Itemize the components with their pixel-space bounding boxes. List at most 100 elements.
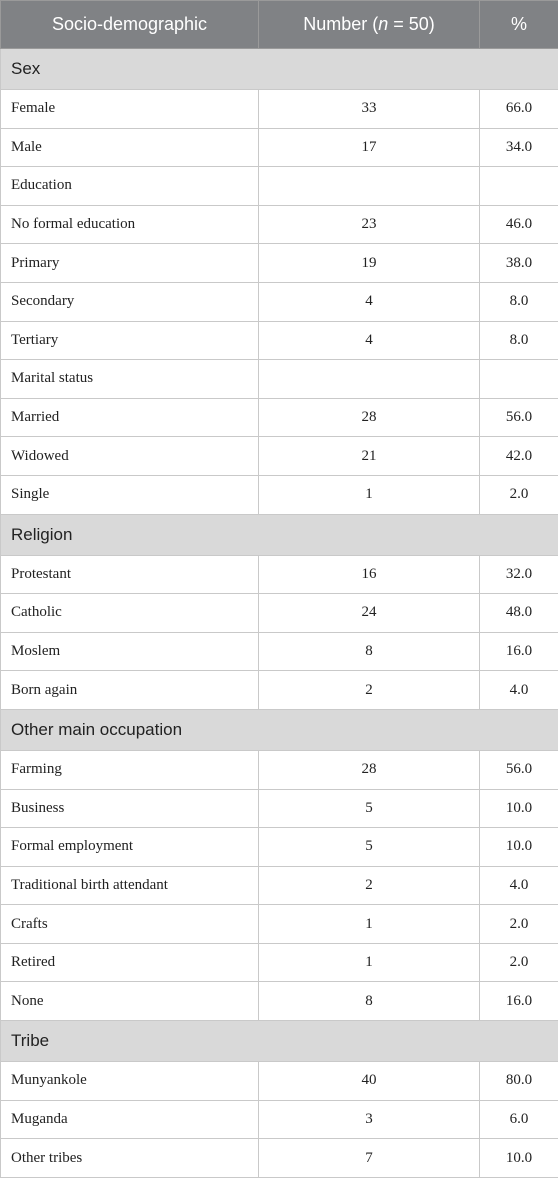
- row-percent: 34.0: [479, 127, 558, 168]
- row-number: 7: [258, 1138, 480, 1178]
- table-row: Marital status: [0, 359, 558, 399]
- row-number: 5: [258, 827, 480, 867]
- section-label: Sex: [0, 48, 558, 90]
- row-label: Married: [0, 397, 259, 438]
- table-row: Male 17 34.0: [0, 127, 558, 168]
- row-number: 1: [258, 942, 480, 983]
- row-label: Secondary: [0, 281, 259, 322]
- row-number: 2: [258, 670, 480, 710]
- table-row: No formal education 23 46.0: [0, 204, 558, 245]
- row-percent: 10.0: [479, 788, 558, 829]
- table-row: Protestant 16 32.0: [0, 554, 558, 595]
- row-label: Business: [0, 788, 259, 829]
- section-label: Other main occupation: [0, 708, 558, 751]
- row-number: 5: [258, 788, 480, 829]
- table-row: None 8 16.0: [0, 981, 558, 1022]
- section-label: Religion: [0, 513, 558, 556]
- table-row: Moslem 8 16.0: [0, 631, 558, 672]
- row-percent: 56.0: [479, 397, 558, 438]
- row-percent: 48.0: [479, 593, 558, 633]
- row-percent: 66.0: [479, 89, 558, 129]
- row-number: 23: [258, 204, 480, 245]
- row-label: Catholic: [0, 593, 259, 633]
- table-row: Single 1 2.0: [0, 474, 558, 515]
- table-row: Traditional birth attendant 2 4.0: [0, 865, 558, 906]
- row-number: 1: [258, 474, 480, 515]
- row-label: Single: [0, 474, 259, 515]
- section-header-row: Sex: [0, 48, 558, 90]
- row-percent: 10.0: [479, 1138, 558, 1178]
- row-label: Primary: [0, 243, 259, 283]
- header-socio-demographic: Socio-demographic: [0, 0, 259, 49]
- table-row: Formal employment 5 10.0: [0, 827, 558, 867]
- row-percent: 80.0: [479, 1061, 558, 1101]
- row-percent: 2.0: [479, 942, 558, 983]
- row-label: Female: [0, 89, 259, 129]
- row-label: Marital status: [0, 359, 259, 399]
- section-header-row: Other main occupation: [0, 708, 558, 751]
- row-number: 21: [258, 436, 480, 476]
- table-header-row: Socio-demographic Number (n = 50) %: [0, 0, 558, 49]
- row-label: None: [0, 981, 259, 1022]
- row-label: No formal education: [0, 204, 259, 245]
- header-number-prefix: Number (: [303, 14, 379, 34]
- row-percent: 10.0: [479, 827, 558, 867]
- row-percent: 8.0: [479, 320, 558, 361]
- table-row: Crafts 1 2.0: [0, 904, 558, 944]
- section-header-row: Religion: [0, 513, 558, 556]
- header-number-suffix: = 50): [388, 14, 435, 34]
- table-row: Business 5 10.0: [0, 788, 558, 829]
- section-header-row: Tribe: [0, 1020, 558, 1063]
- row-number: 8: [258, 631, 480, 672]
- table-row: Secondary 4 8.0: [0, 281, 558, 322]
- row-percent: 38.0: [479, 243, 558, 283]
- table-row: Muganda 3 6.0: [0, 1099, 558, 1140]
- row-number: [258, 359, 480, 399]
- header-number-n: n: [378, 14, 389, 34]
- table-row: Education: [0, 166, 558, 206]
- table-row: Retired 1 2.0: [0, 942, 558, 983]
- row-number: 2: [258, 865, 480, 906]
- table-row: Farming 28 56.0: [0, 749, 558, 790]
- row-label: Traditional birth attendant: [0, 865, 259, 906]
- row-label: Education: [0, 166, 259, 206]
- row-percent: 8.0: [479, 281, 558, 322]
- header-number: Number (n = 50): [258, 0, 480, 49]
- row-label: Widowed: [0, 436, 259, 476]
- row-number: 4: [258, 281, 480, 322]
- row-number: 1: [258, 904, 480, 944]
- header-percent: %: [479, 0, 558, 49]
- row-number: 33: [258, 89, 480, 129]
- row-number: 4: [258, 320, 480, 361]
- row-label: Moslem: [0, 631, 259, 672]
- table-row: Catholic 24 48.0: [0, 593, 558, 633]
- row-label: Crafts: [0, 904, 259, 944]
- row-label: Retired: [0, 942, 259, 983]
- row-percent: 16.0: [479, 981, 558, 1022]
- row-label: Muganda: [0, 1099, 259, 1140]
- row-percent: 32.0: [479, 554, 558, 595]
- row-percent: 16.0: [479, 631, 558, 672]
- row-number: 28: [258, 749, 480, 790]
- table-body: Sex Female 33 66.0 Male 17 34.0 Education No for…: [0, 48, 558, 1178]
- row-percent: 4.0: [479, 865, 558, 906]
- table-row: Female 33 66.0: [0, 89, 558, 129]
- row-number: 17: [258, 127, 480, 168]
- row-number: 28: [258, 397, 480, 438]
- row-number: 24: [258, 593, 480, 633]
- row-label: Protestant: [0, 554, 259, 595]
- row-percent: 6.0: [479, 1099, 558, 1140]
- row-percent: 42.0: [479, 436, 558, 476]
- row-label: Tertiary: [0, 320, 259, 361]
- table-row: Married 28 56.0: [0, 397, 558, 438]
- row-number: 3: [258, 1099, 480, 1140]
- section-label: Tribe: [0, 1020, 558, 1063]
- row-percent: 4.0: [479, 670, 558, 710]
- row-number: 16: [258, 554, 480, 595]
- row-percent: [479, 359, 558, 399]
- row-label: Other tribes: [0, 1138, 259, 1178]
- row-number: 19: [258, 243, 480, 283]
- row-number: 40: [258, 1061, 480, 1101]
- table-row: Munyankole 40 80.0: [0, 1061, 558, 1101]
